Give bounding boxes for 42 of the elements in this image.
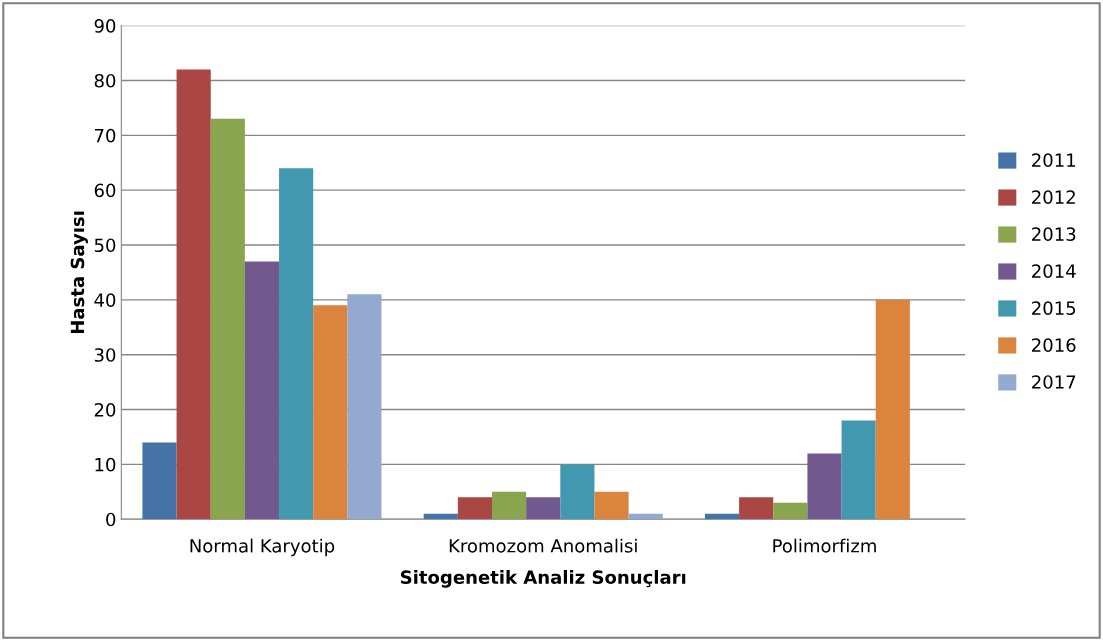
- y-tick-label: 30: [94, 348, 116, 362]
- y-axis-title: Hasta Sayısı: [70, 211, 88, 334]
- y-tick-label: 80: [94, 73, 116, 88]
- bar: [739, 497, 774, 520]
- y-tick-label: 40: [94, 293, 116, 307]
- bar: [244, 261, 280, 520]
- bar: [279, 168, 314, 520]
- bar: [142, 442, 177, 520]
- x-tick-label: Kromozom Anomalisi: [449, 538, 637, 553]
- bar: [313, 305, 348, 520]
- bar: [526, 497, 561, 520]
- y-tick-label: 60: [94, 183, 116, 198]
- bar: [841, 420, 876, 520]
- bar: [704, 513, 740, 520]
- bar: [773, 502, 808, 520]
- legend-label: 2012: [1032, 190, 1075, 204]
- x-tick-label: Normal Karyotip: [190, 538, 335, 557]
- bar: [347, 294, 382, 520]
- bar: [628, 513, 663, 520]
- legend-label: 2017: [1032, 375, 1076, 389]
- bar: [875, 299, 910, 520]
- legend-label: 2011: [1032, 153, 1076, 167]
- legend-label: 2016: [1032, 338, 1076, 352]
- x-axis-title: Sitogenetik Analiz Sonuçları: [400, 570, 686, 588]
- y-tick-label: 0: [106, 512, 116, 527]
- x-tick-label: Polimorfizm: [773, 538, 876, 553]
- bar: [176, 69, 211, 520]
- legend-label: 2013: [1032, 227, 1076, 241]
- bar: [594, 491, 629, 520]
- bar: [210, 118, 245, 520]
- bar: [807, 453, 842, 520]
- bar: [560, 464, 595, 520]
- bar: [457, 497, 492, 520]
- y-tick-label: 70: [94, 128, 116, 143]
- y-tick-label: 90: [94, 19, 116, 33]
- y-tick-label: 20: [94, 402, 116, 417]
- bar: [423, 513, 458, 520]
- legend-label: 2014: [1032, 264, 1076, 278]
- bar: [492, 491, 527, 520]
- y-tick-label: 10: [95, 457, 116, 472]
- legend-label: 2015: [1032, 301, 1076, 315]
- y-tick-label: 50: [94, 238, 116, 253]
